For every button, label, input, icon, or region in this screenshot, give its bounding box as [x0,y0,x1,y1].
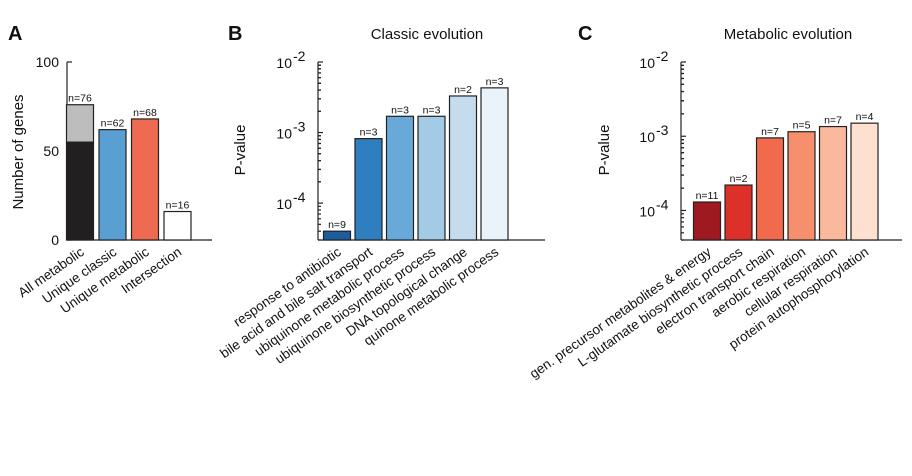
panel-b-ytick-label-0: 10 [276,196,292,212]
panel-a-bar-2 [130,118,160,241]
panel-c-bar-label-0: n=11 [696,190,719,202]
panel-letter-c: C [578,23,592,45]
panel-c-ytick-label-1: 10 [639,129,655,145]
panel-a-bar-label-0: n=76 [68,93,92,105]
panel-b-bar-0 [322,230,352,241]
panel-c-ytick-exp-2: -2 [656,48,669,64]
panel-a-ytick-label-1: 50 [43,143,59,159]
panel-c-ylabel: P-value [596,125,613,176]
panel-c-bar-0 [692,201,722,241]
panel-c-bar-1 [724,184,753,241]
panel-c-bar-label-3: n=5 [793,120,811,132]
panel-b-bar-label-1: n=3 [360,127,378,139]
panel-c-bar-2 [755,137,785,241]
panel-b-bar-label-0: n=9 [328,219,346,231]
panel-b-bar-5 [480,87,509,241]
panel-c-bar-label-4: n=7 [824,115,842,127]
panel-b-ytick-exp-0: -4 [293,189,306,205]
panel-c-ytick-exp-1: -3 [656,122,669,138]
panel-b-ylabel: P-value [232,125,249,176]
panel-b-title: Classic evolution [371,26,484,43]
panel-c-bar-5 [850,122,879,241]
panel-b-bar-label-5: n=3 [486,76,504,88]
panel-b-bar-label-2: n=3 [391,104,409,116]
panel-b-bar-1 [354,138,383,241]
panel-b-bar-4 [448,95,478,241]
panel-a-bar-1 [98,129,127,241]
panel-a-bar-label-3: n=16 [166,200,190,212]
panel-c-ytick-label-0: 10 [639,203,655,219]
panel-b-ytick-label-1: 10 [276,126,292,142]
panel-b-ytick-exp-1: -3 [293,119,306,135]
panel-c-bar-3 [787,131,816,241]
panel-b-ytick-exp-2: -2 [293,48,306,64]
panel-c-bar-label-5: n=4 [856,111,874,123]
panel-a-bar-label-2: n=68 [133,107,157,119]
panel-a-ytick-label-0: 0 [51,232,59,248]
panel-a-bar-0 [65,141,95,241]
panel-b-ytick-label-2: 10 [276,55,292,71]
panel-b-bar-label-4: n=2 [454,84,472,96]
panel-a-ylabel: Number of genes [10,94,27,209]
panel-a-bar-label-1: n=62 [101,118,125,130]
panel-c-bar-label-2: n=7 [761,126,779,138]
panel-a-bar-0-upper [65,104,95,143]
panel-c-ytick-exp-0: -4 [656,196,669,212]
panel-a-bar-3 [163,210,192,241]
panel-a-ytick-label-2: 100 [36,54,60,70]
panel-b-bar-label-3: n=3 [423,104,441,116]
panel-c-bar-4 [818,125,848,241]
panel-c-ytick-label-2: 10 [639,55,655,71]
panel-c-bar-label-1: n=2 [730,173,748,185]
panel-letter-a: A [8,23,22,45]
panel-c-title: Metabolic evolution [724,26,852,43]
panel-b-bar-3 [417,115,446,241]
panel-letter-b: B [228,23,242,45]
panel-b-bar-2 [385,115,415,241]
